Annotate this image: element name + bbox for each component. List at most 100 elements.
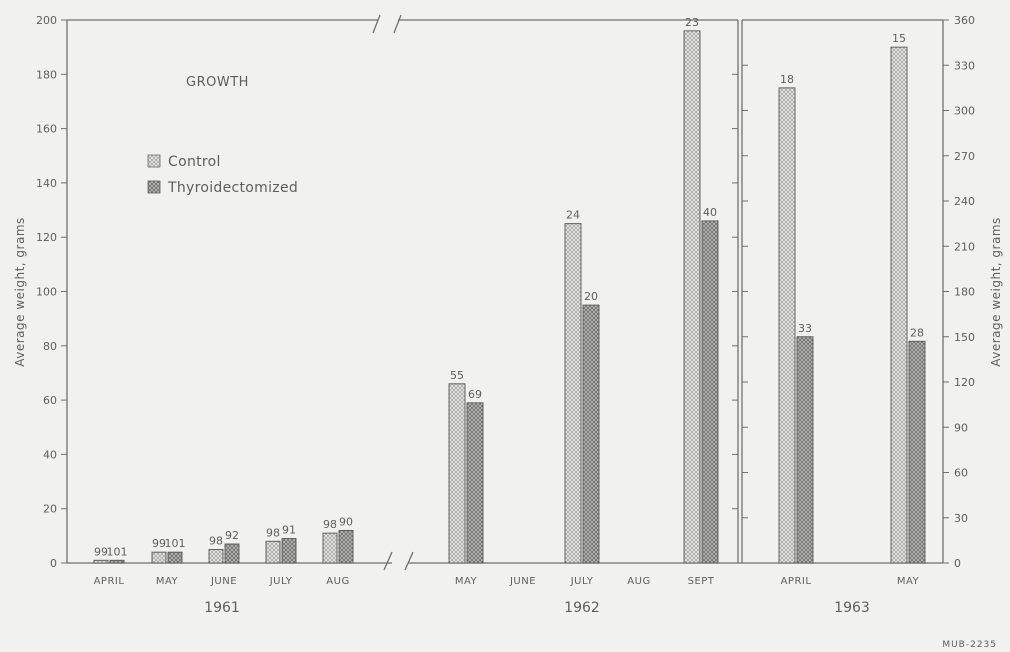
right-tick-label: 240 (954, 195, 975, 208)
bar-thyroidectomized (109, 559, 125, 564)
axis-break-top-left (372, 14, 381, 34)
y-axis-title-left: Average weight, grams (13, 217, 27, 367)
bar-thyroidectomized (338, 529, 354, 564)
data-label-thyroidectomized: 101 (165, 537, 186, 550)
year-label: 1963 (834, 600, 870, 616)
data-label-thyroidectomized: 28 (910, 326, 924, 339)
bar-control (564, 223, 582, 564)
right-tick-label: 90 (954, 421, 968, 434)
data-label-thyroidectomized: 40 (703, 206, 717, 219)
bar-thyroidectomized (796, 336, 814, 564)
month-label: JULY (570, 576, 594, 587)
right-tick-label: 30 (954, 512, 968, 525)
right-tick-label: 120 (954, 376, 975, 389)
bar-thyroidectomized (582, 304, 600, 564)
bar-control (448, 383, 466, 564)
bar-control (322, 532, 338, 564)
data-label-control: 98 (209, 534, 223, 547)
bar-thyroidectomized (466, 402, 484, 564)
data-label-control: 99 (94, 545, 108, 558)
year-label: 1961 (204, 600, 240, 616)
legend-swatch-thyroidectomized (147, 180, 161, 194)
data-label-control: 15 (892, 32, 906, 45)
data-label-control: 24 (566, 209, 580, 222)
right-tick-label: 270 (954, 150, 975, 163)
right-tick-label: 210 (954, 240, 975, 253)
bar-control (890, 46, 908, 564)
bar-control (265, 540, 281, 564)
left-axis: 0 20 40 60 80 100 120 140 160 180 200 (36, 14, 67, 570)
right-tick-label: 330 (954, 59, 975, 72)
left-tick-label: 200 (36, 14, 57, 27)
bar-control (208, 548, 224, 564)
data-label-control: 98 (323, 518, 337, 531)
axis-break-top-right (393, 14, 402, 34)
month-label: JULY (269, 576, 293, 587)
data-label-control: 55 (450, 369, 464, 382)
left-tick-label: 100 (36, 286, 57, 299)
legend-swatch-control (147, 154, 161, 168)
data-label-control: 98 (266, 526, 280, 539)
axis-break-bottom-right (404, 551, 414, 571)
left-tick-label: 160 (36, 123, 57, 136)
bar-thyroidectomized (224, 543, 240, 564)
axis-break-marks (372, 14, 414, 571)
month-label: MAY (156, 576, 179, 587)
month-labels: APRIL MAY JUNE JULY AUG MAY JUNE JULY AUG SEPT APR… (94, 576, 920, 587)
right-tick-label: 360 (954, 14, 975, 27)
month-label: AUG (627, 576, 650, 587)
data-label-thyroidectomized: 91 (282, 524, 296, 537)
right-tick-label: 60 (954, 467, 968, 480)
left-tick-label: 80 (43, 340, 57, 353)
month-label: APRIL (94, 576, 125, 587)
legend-label-control: Control (168, 154, 221, 170)
data-label-thyroidectomized: 101 (107, 545, 128, 558)
data-label-control: 99 (152, 537, 166, 550)
y-axis-title-right: Average weight, grams (989, 217, 1003, 367)
month-label: MAY (897, 576, 920, 587)
chart-title: GROWTH (186, 75, 249, 90)
data-label-thyroidectomized: 33 (798, 322, 812, 335)
right-tick-label: 150 (954, 331, 975, 344)
left-tick-label: 60 (43, 394, 57, 407)
left-tick-label: 20 (43, 503, 57, 516)
month-label: APRIL (781, 576, 812, 587)
month-label: AUG (326, 576, 349, 587)
right-tick-label: 180 (954, 286, 975, 299)
month-label: MAY (455, 576, 478, 587)
bar-control (93, 559, 109, 564)
inner-tick-marks (732, 19, 748, 564)
bar-control (683, 30, 701, 564)
right-axis: 0 30 60 90 120 150 180 210 240 270 300 330 360 (943, 14, 975, 570)
bar-control (151, 551, 167, 564)
bar-thyroidectomized (701, 220, 719, 564)
bar-thyroidectomized (167, 551, 183, 564)
left-tick-label: 40 (43, 448, 57, 461)
data-label-control: 23 (685, 16, 699, 29)
bar-marks (93, 30, 926, 564)
month-label: JUNE (509, 576, 536, 587)
left-tick-label: 180 (36, 68, 57, 81)
axis-break-bottom-left (383, 551, 393, 571)
data-label-thyroidectomized: 69 (468, 388, 482, 401)
right-tick-label: 300 (954, 105, 975, 118)
data-label-control: 18 (780, 73, 794, 86)
month-label: SEPT (688, 576, 715, 587)
left-tick-label: 120 (36, 231, 57, 244)
left-tick-label: 0 (50, 557, 57, 570)
data-label-thyroidectomized: 90 (339, 515, 353, 528)
legend: Control Thyroidectomized (147, 154, 298, 196)
figure-id: MUB-2235 (942, 640, 997, 650)
legend-label-thyroidectomized: Thyroidectomized (167, 180, 298, 196)
bar-thyroidectomized (281, 538, 297, 564)
bar-control (778, 87, 796, 564)
data-label-thyroidectomized: 20 (584, 290, 598, 303)
right-tick-label: 0 (954, 557, 961, 570)
month-label: JUNE (210, 576, 237, 587)
left-tick-label: 140 (36, 177, 57, 190)
data-label-thyroidectomized: 92 (225, 529, 239, 542)
bar-thyroidectomized (908, 340, 926, 564)
year-labels: 1961 1962 1963 (204, 600, 870, 616)
